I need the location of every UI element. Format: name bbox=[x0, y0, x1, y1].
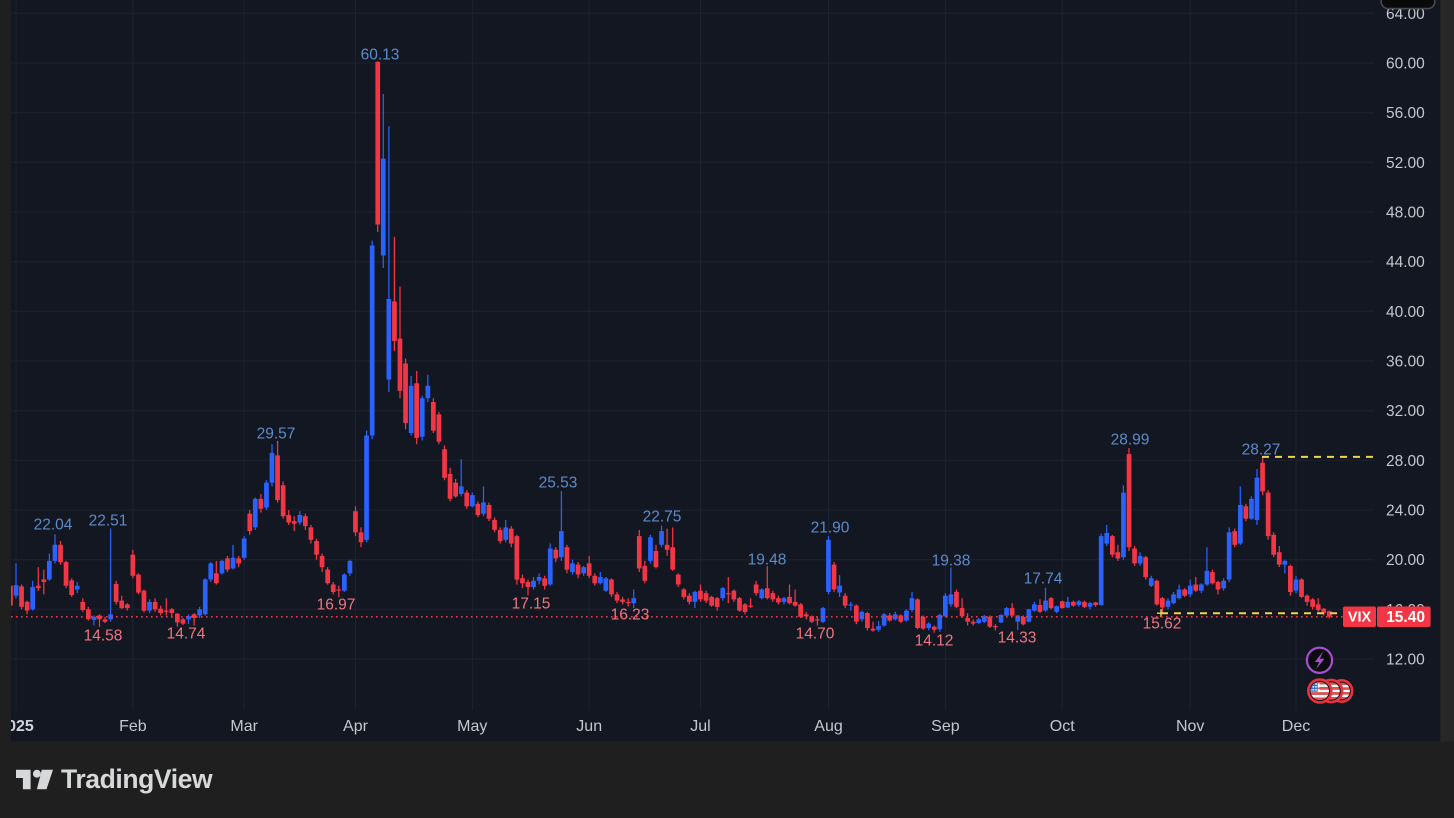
svg-text:14.33: 14.33 bbox=[998, 630, 1037, 647]
svg-text:May: May bbox=[457, 718, 487, 735]
svg-text:24.00: 24.00 bbox=[1386, 503, 1425, 520]
svg-text:14.70: 14.70 bbox=[796, 626, 835, 643]
svg-text:60.13: 60.13 bbox=[361, 47, 400, 64]
svg-text:56.00: 56.00 bbox=[1386, 105, 1425, 122]
svg-text:28.99: 28.99 bbox=[1111, 432, 1150, 449]
svg-text:Aug: Aug bbox=[814, 718, 842, 735]
svg-text:40.00: 40.00 bbox=[1386, 304, 1425, 321]
svg-text:17.74: 17.74 bbox=[1024, 571, 1063, 588]
svg-text:15.62: 15.62 bbox=[1143, 616, 1182, 633]
svg-text:Apr: Apr bbox=[343, 718, 369, 735]
svg-text:60.00: 60.00 bbox=[1386, 56, 1425, 73]
svg-text:19.38: 19.38 bbox=[932, 553, 971, 570]
svg-text:TradingView: TradingView bbox=[61, 764, 213, 794]
svg-text:19.48: 19.48 bbox=[748, 552, 787, 569]
svg-text:44.00: 44.00 bbox=[1386, 254, 1425, 271]
svg-text:Feb: Feb bbox=[119, 718, 147, 735]
svg-text:32.00: 32.00 bbox=[1386, 403, 1425, 420]
svg-text:22.75: 22.75 bbox=[643, 509, 682, 526]
svg-text:22.04: 22.04 bbox=[34, 517, 73, 534]
svg-text:16.23: 16.23 bbox=[611, 607, 650, 624]
svg-text:Mar: Mar bbox=[230, 718, 258, 735]
svg-text:36.00: 36.00 bbox=[1386, 354, 1425, 371]
svg-text:28.27: 28.27 bbox=[1242, 442, 1281, 459]
svg-text:Nov: Nov bbox=[1176, 718, 1204, 735]
svg-text:14.12: 14.12 bbox=[915, 633, 954, 650]
svg-text:VIX: VIX bbox=[1348, 610, 1372, 626]
svg-text:17.15: 17.15 bbox=[512, 596, 551, 613]
svg-text:48.00: 48.00 bbox=[1386, 205, 1425, 222]
svg-text:Sep: Sep bbox=[931, 718, 960, 735]
svg-text:15.40: 15.40 bbox=[1386, 609, 1425, 626]
svg-text:14.58: 14.58 bbox=[84, 628, 123, 645]
svg-text:25.53: 25.53 bbox=[539, 475, 578, 492]
svg-text:Dec: Dec bbox=[1282, 718, 1310, 735]
svg-text:Jul: Jul bbox=[690, 718, 710, 735]
svg-text:29.57: 29.57 bbox=[257, 426, 296, 443]
svg-text:Jun: Jun bbox=[576, 718, 602, 735]
svg-text:22.51: 22.51 bbox=[89, 513, 128, 530]
svg-text:64.00: 64.00 bbox=[1386, 6, 1425, 23]
svg-text:21.90: 21.90 bbox=[811, 520, 850, 537]
svg-text:28.00: 28.00 bbox=[1386, 453, 1425, 470]
svg-text:52.00: 52.00 bbox=[1386, 155, 1425, 172]
svg-text:12.00: 12.00 bbox=[1386, 652, 1425, 669]
svg-text:16.97: 16.97 bbox=[317, 597, 356, 614]
svg-text:14.74: 14.74 bbox=[167, 626, 206, 643]
svg-text:Oct: Oct bbox=[1050, 718, 1075, 735]
svg-text:20.00: 20.00 bbox=[1386, 552, 1425, 569]
